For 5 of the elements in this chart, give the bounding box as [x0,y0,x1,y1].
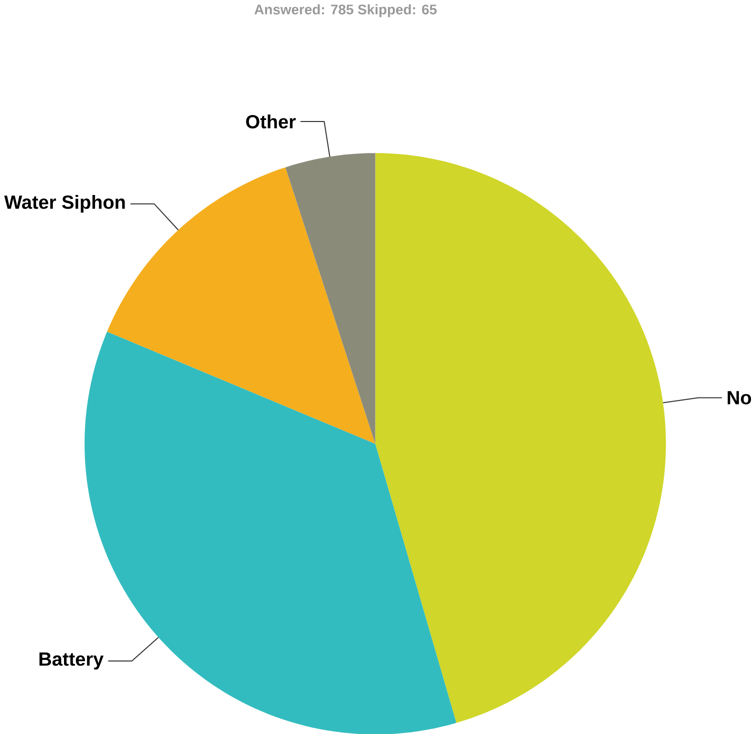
slice-label: Water Siphon [4,194,125,212]
chart-title: Answered: 785 Skipped: 65 [254,4,437,17]
slice-label: No [728,390,752,404]
slice-label: Other [246,114,296,128]
slice-label: Battery [39,652,104,670]
